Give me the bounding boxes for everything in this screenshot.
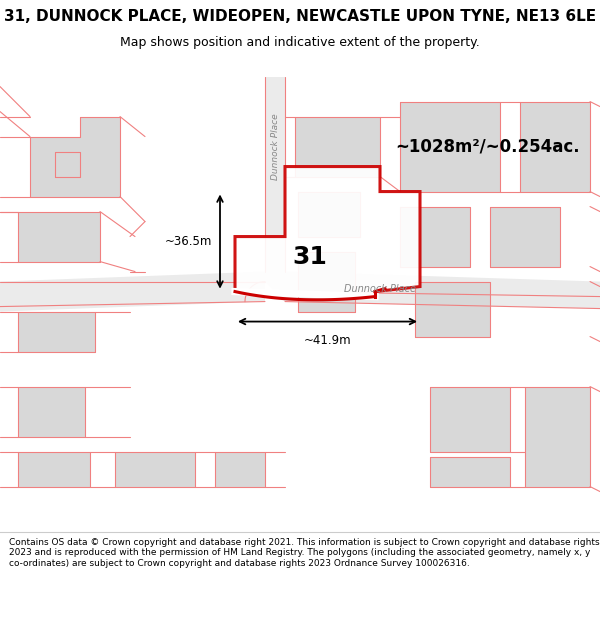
Polygon shape	[430, 456, 510, 486]
Polygon shape	[55, 151, 80, 176]
Text: 31, DUNNOCK PLACE, WIDEOPEN, NEWCASTLE UPON TYNE, NE13 6LE: 31, DUNNOCK PLACE, WIDEOPEN, NEWCASTLE U…	[4, 9, 596, 24]
Polygon shape	[400, 101, 500, 191]
Text: Map shows position and indicative extent of the property.: Map shows position and indicative extent…	[120, 36, 480, 49]
Polygon shape	[235, 166, 420, 296]
Polygon shape	[18, 211, 100, 261]
Polygon shape	[520, 101, 590, 191]
Polygon shape	[245, 271, 285, 301]
Text: Contains OS data © Crown copyright and database right 2021. This information is : Contains OS data © Crown copyright and d…	[9, 538, 599, 568]
Polygon shape	[400, 206, 470, 266]
Polygon shape	[295, 116, 380, 176]
Polygon shape	[285, 271, 600, 309]
Text: Dunnock Place: Dunnock Place	[344, 284, 416, 294]
Polygon shape	[525, 386, 590, 486]
Polygon shape	[265, 76, 285, 271]
Polygon shape	[115, 451, 195, 486]
Polygon shape	[0, 271, 265, 311]
Text: ~41.9m: ~41.9m	[304, 334, 352, 346]
Polygon shape	[18, 451, 90, 486]
Text: Dunnock Place: Dunnock Place	[271, 113, 280, 180]
Text: ~1028m²/~0.254ac.: ~1028m²/~0.254ac.	[395, 138, 580, 156]
Polygon shape	[298, 191, 360, 236]
Text: 31: 31	[293, 244, 328, 269]
Text: ~36.5m: ~36.5m	[164, 235, 212, 248]
Polygon shape	[30, 116, 120, 196]
Polygon shape	[430, 386, 510, 451]
Polygon shape	[415, 281, 490, 336]
Polygon shape	[215, 451, 265, 486]
Polygon shape	[18, 386, 85, 436]
Polygon shape	[298, 251, 355, 311]
Polygon shape	[18, 311, 95, 351]
Polygon shape	[490, 206, 560, 266]
